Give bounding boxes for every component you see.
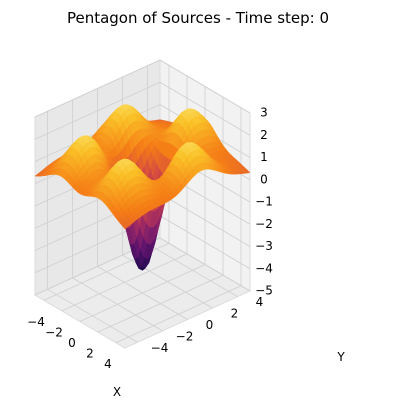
surface bbox=[34, 104, 251, 271]
x-axis-label: X bbox=[113, 385, 121, 399]
x-tick-label: 2 bbox=[86, 347, 94, 361]
grid-line-z bbox=[159, 59, 251, 114]
z-tick-label: −1 bbox=[255, 195, 273, 209]
z-tick-label: −2 bbox=[255, 217, 273, 231]
z-tick-label: −4 bbox=[255, 261, 273, 275]
z-tick-label: 2 bbox=[260, 128, 268, 142]
y-tick-label: 4 bbox=[256, 295, 264, 309]
z-tick-label: 1 bbox=[260, 150, 268, 164]
chart-title: Pentagon of Sources - Time step: 0 bbox=[67, 9, 329, 27]
z-tick-label: −5 bbox=[255, 284, 273, 298]
grid-line-y bbox=[147, 243, 238, 298]
y-axis-label: Y bbox=[336, 350, 345, 364]
grid-line-z bbox=[159, 193, 251, 247]
grid-line-y bbox=[97, 266, 188, 320]
y-tick-label: −4 bbox=[151, 341, 169, 355]
grid-line-z bbox=[34, 59, 161, 118]
y-tick-label: 2 bbox=[231, 307, 239, 321]
grid-line-z bbox=[159, 81, 251, 136]
grid-line-z bbox=[34, 81, 161, 140]
z-tick-label: 0 bbox=[260, 172, 268, 186]
z-tick-label: 3 bbox=[260, 106, 268, 120]
grid-line-y bbox=[47, 288, 138, 343]
z-tick-label: −3 bbox=[255, 239, 273, 253]
x-tick-label: 4 bbox=[104, 357, 112, 371]
grid-line-y bbox=[72, 277, 163, 332]
y-tick-label: 0 bbox=[206, 318, 214, 332]
y-tick-label: −2 bbox=[176, 329, 194, 343]
x-tick-label: −2 bbox=[45, 325, 63, 339]
grid-line-z bbox=[159, 215, 251, 270]
grid-line-z bbox=[159, 237, 251, 292]
x-tick-label: −4 bbox=[27, 315, 45, 329]
x-tick-label: 0 bbox=[68, 336, 76, 350]
surface-facet bbox=[122, 222, 129, 230]
